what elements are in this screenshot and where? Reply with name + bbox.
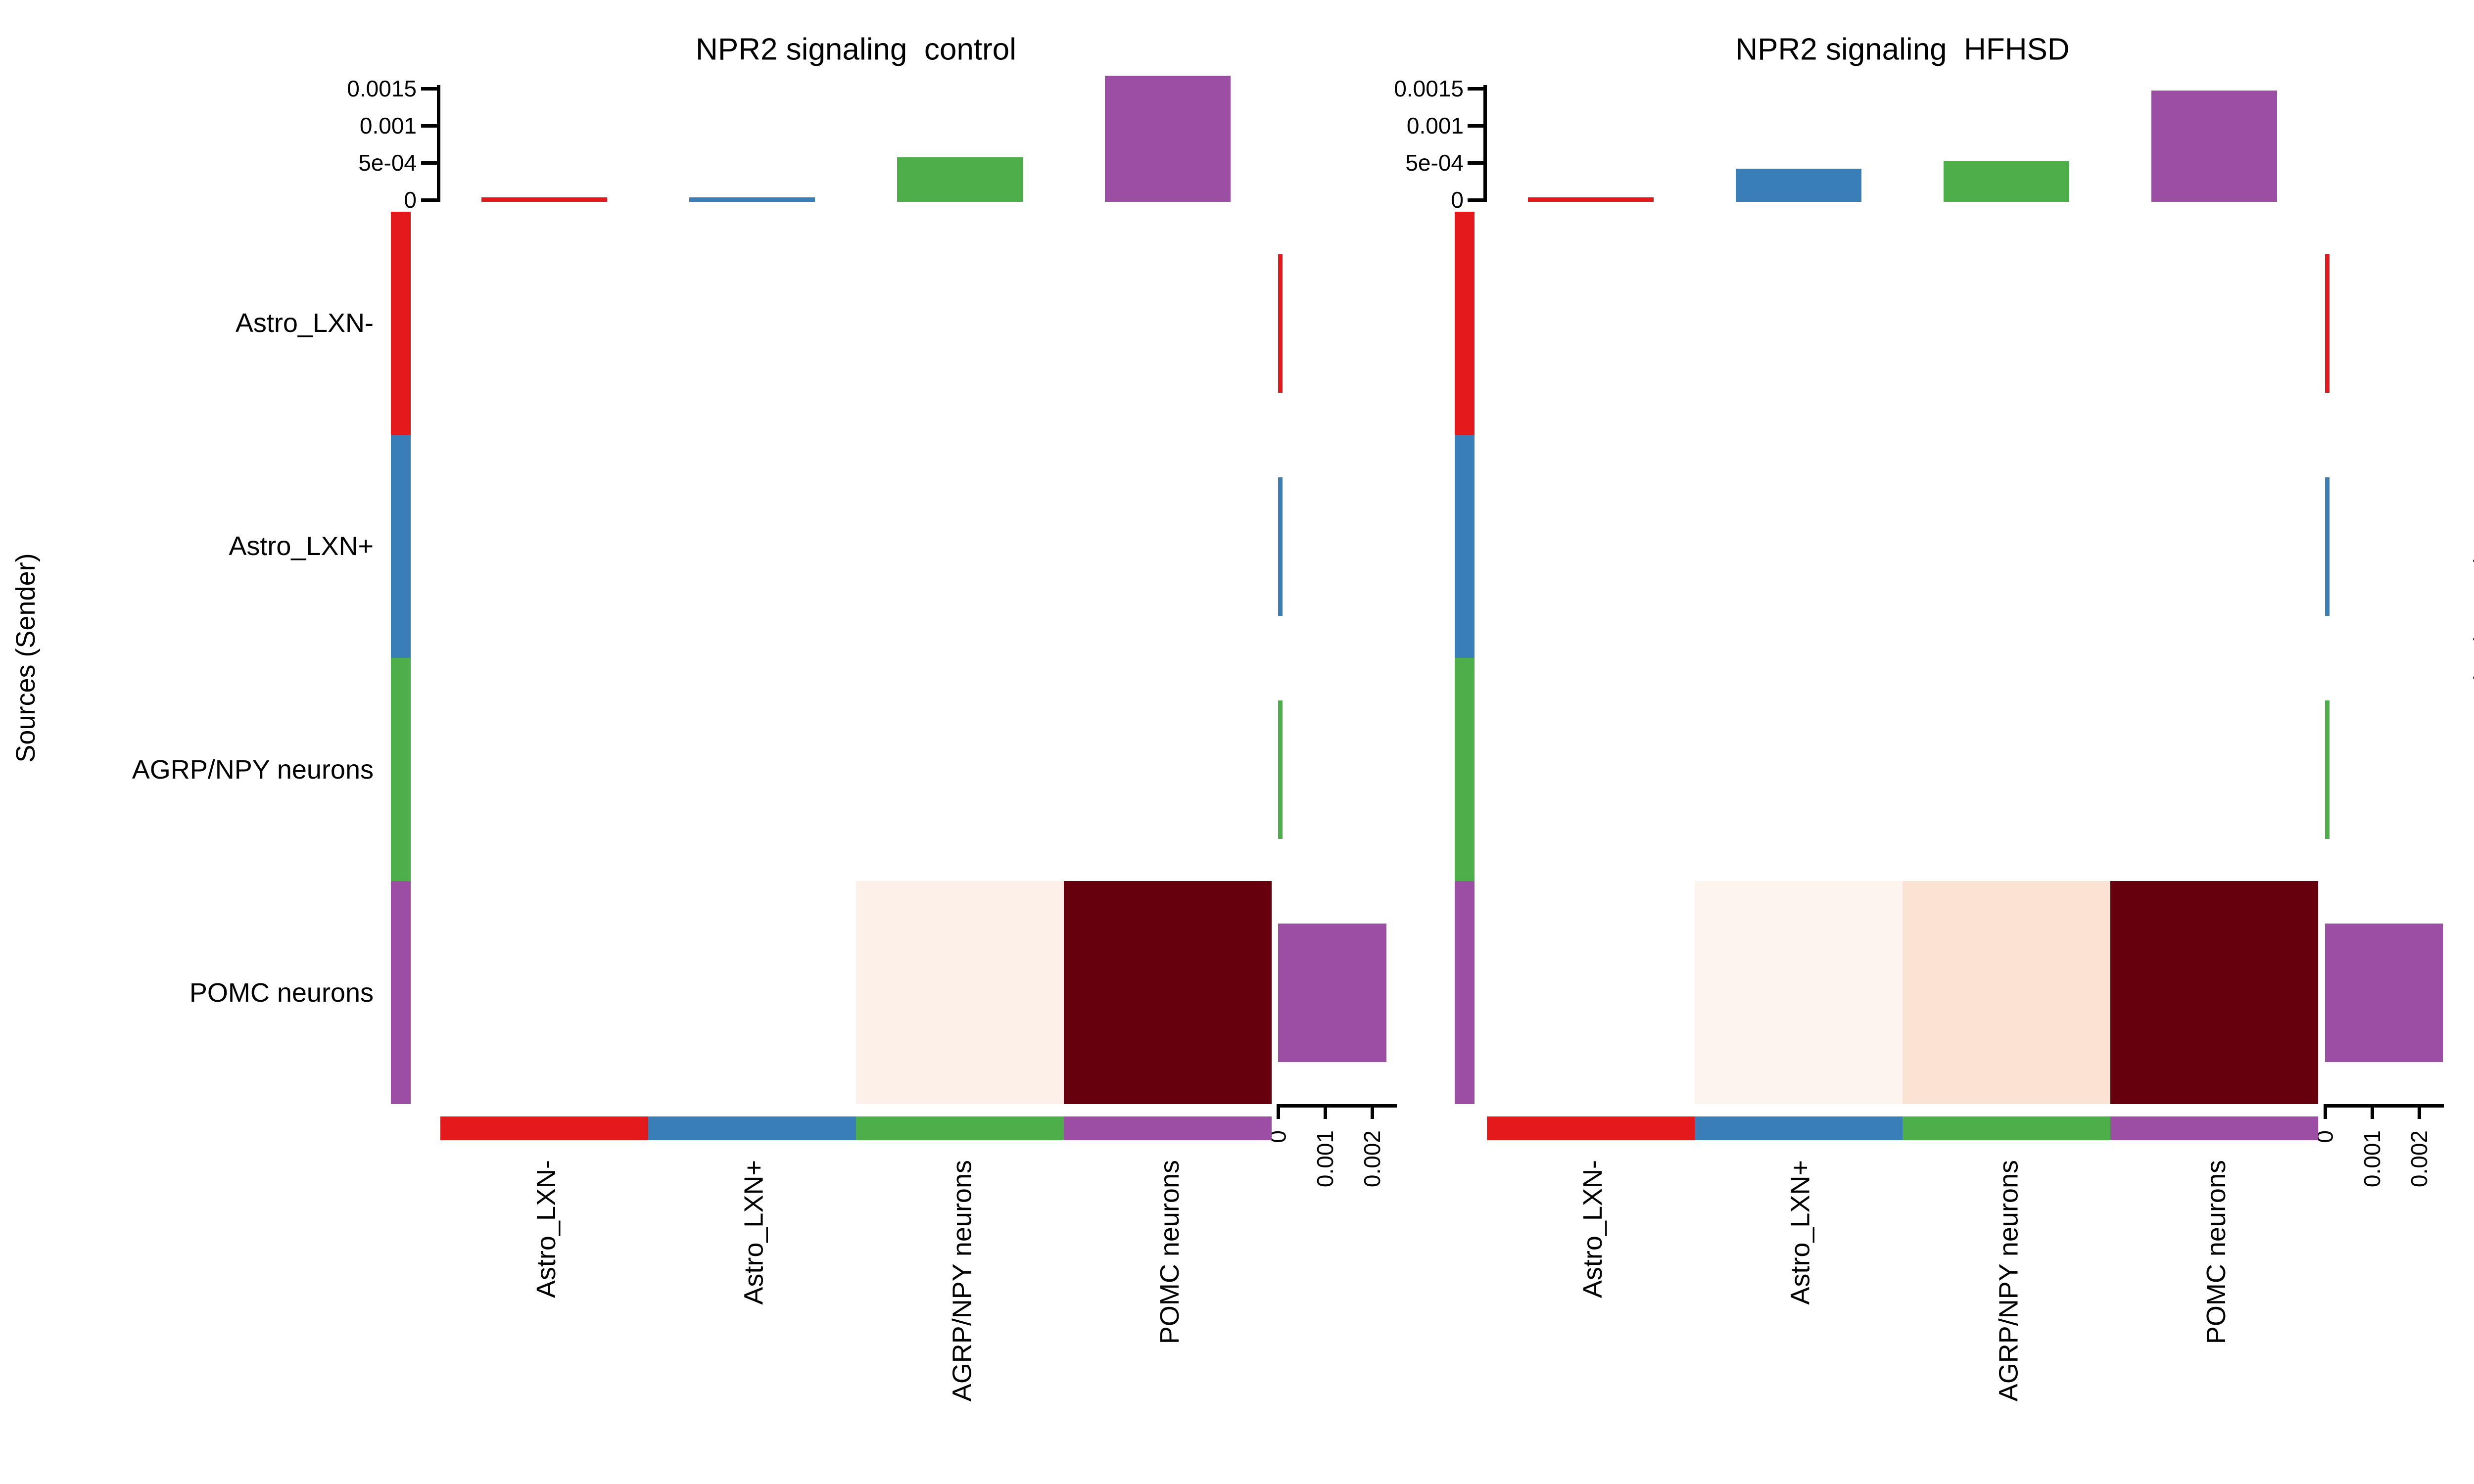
row-color-strip-segment-1 bbox=[1455, 435, 1475, 658]
right-bar-axis-tick bbox=[1371, 1104, 1374, 1119]
y-axis-title: Sources (Sender) bbox=[11, 553, 41, 763]
legend-title: Communication Prob. bbox=[2469, 543, 2474, 781]
control-col-label-astro-lxn-neg: Astro_LXN- bbox=[531, 1160, 561, 1298]
right-bar-axis-tick bbox=[1277, 1104, 1280, 1119]
heatmap-cell-r3-c3 bbox=[2110, 881, 2318, 1105]
heatmap-cell-r3-c1 bbox=[1695, 881, 1903, 1105]
top-bar-axis-tick bbox=[1468, 198, 1483, 202]
control-right-axis-label-002: 0.002 bbox=[1359, 1130, 1385, 1188]
right-bar-axis-tick bbox=[2418, 1104, 2421, 1119]
row-color-strip-segment-2 bbox=[1455, 658, 1475, 881]
top-bar-zero-0 bbox=[1528, 197, 1654, 202]
row-color-strip-segment-3 bbox=[391, 881, 411, 1105]
hfhsd-col-label-astro-lxn-neg: Astro_LXN- bbox=[1578, 1160, 1608, 1298]
right-bar-axis-line bbox=[1278, 1104, 1397, 1108]
top-bar-2 bbox=[897, 157, 1023, 202]
top-bar-3 bbox=[1105, 76, 1231, 202]
control-col-label-astro-lxn-pos: Astro_LXN+ bbox=[739, 1160, 769, 1305]
row-label-pomc: POMC neurons bbox=[189, 978, 374, 1008]
top-bar-axis-tick bbox=[421, 87, 437, 91]
hfhsd-right-axis-label-002: 0.002 bbox=[2406, 1130, 2432, 1188]
row-color-strip-segment-3 bbox=[1455, 881, 1475, 1105]
control-right-axis-label-001: 0.001 bbox=[1312, 1130, 1338, 1188]
heatmap-cell-r3-c2 bbox=[1903, 881, 2110, 1105]
right-bar-zero-0 bbox=[1278, 254, 1283, 393]
row-label-astro-lxn-pos: Astro_LXN+ bbox=[229, 531, 374, 561]
top-bar-axis-tick bbox=[421, 124, 437, 128]
top-bar-axis-line bbox=[1483, 85, 1487, 202]
top-bar-axis-line bbox=[437, 85, 440, 202]
control-col-label-pomc: POMC neurons bbox=[1155, 1160, 1185, 1345]
top-bar-axis-tick bbox=[1468, 124, 1483, 128]
col-color-strip-segment-3 bbox=[1064, 1116, 1272, 1140]
hfhsd-top-axis-label-0: 0 bbox=[1451, 187, 1464, 213]
hfhsd-top-axis-label-0015: 0.0015 bbox=[1394, 76, 1464, 101]
col-color-strip-segment-1 bbox=[648, 1116, 856, 1140]
right-bar-3 bbox=[2325, 923, 2443, 1062]
row-label-agrp-npy: AGRP/NPY neurons bbox=[132, 755, 374, 785]
top-bar-axis-tick bbox=[421, 198, 437, 202]
col-color-strip-segment-3 bbox=[2110, 1116, 2318, 1140]
col-color-strip-segment-2 bbox=[856, 1116, 1064, 1140]
col-color-strip-segment-1 bbox=[1695, 1116, 1903, 1140]
right-bar-zero-1 bbox=[1278, 477, 1283, 616]
hfhsd-col-label-pomc: POMC neurons bbox=[2201, 1160, 2231, 1345]
top-bar-3 bbox=[2151, 91, 2277, 202]
hfhsd-top-axis-label-001: 0.001 bbox=[1406, 113, 1464, 139]
row-label-astro-lxn-neg: Astro_LXN- bbox=[235, 308, 374, 338]
right-bar-3 bbox=[1278, 923, 1386, 1062]
right-bar-zero-1 bbox=[2325, 477, 2330, 616]
control-col-label-agrp-npy: AGRP/NPY neurons bbox=[947, 1160, 977, 1402]
right-bar-zero-2 bbox=[2325, 700, 2330, 839]
row-color-strip-segment-2 bbox=[391, 658, 411, 881]
hfhsd-col-label-agrp-npy: AGRP/NPY neurons bbox=[1994, 1160, 2023, 1402]
control-top-axis-label-5e04: 5e-04 bbox=[358, 150, 417, 176]
heatmap-cell-r3-c2 bbox=[856, 881, 1064, 1105]
col-color-strip-segment-0 bbox=[440, 1116, 648, 1140]
row-color-strip-segment-1 bbox=[391, 435, 411, 658]
right-bar-zero-0 bbox=[2325, 254, 2330, 393]
heatmap-cell-r3-c3 bbox=[1064, 881, 1272, 1105]
col-color-strip-segment-0 bbox=[1487, 1116, 1695, 1140]
col-color-strip-segment-2 bbox=[1903, 1116, 2110, 1140]
panel-hfhsd-title: NPR2 signaling HFHSD bbox=[1735, 32, 2070, 67]
panel-control-title: NPR2 signaling control bbox=[696, 32, 1016, 67]
hfhsd-right-axis-label-001: 0.001 bbox=[2359, 1130, 2385, 1188]
row-color-strip-segment-0 bbox=[1455, 212, 1475, 435]
control-top-axis-label-0: 0 bbox=[404, 187, 417, 213]
top-bar-zero-1 bbox=[689, 197, 815, 202]
hfhsd-top-axis-label-5e04: 5e-04 bbox=[1405, 150, 1464, 176]
row-color-strip-segment-0 bbox=[391, 212, 411, 435]
right-bar-axis-tick bbox=[1324, 1104, 1327, 1119]
top-bar-axis-tick bbox=[1468, 87, 1483, 91]
right-bar-axis-tick bbox=[2371, 1104, 2374, 1119]
right-bar-zero-2 bbox=[1278, 700, 1283, 839]
control-top-axis-label-001: 0.001 bbox=[359, 113, 417, 139]
hfhsd-col-label-astro-lxn-pos: Astro_LXN+ bbox=[1786, 1160, 1815, 1305]
top-bar-axis-tick bbox=[1468, 161, 1483, 165]
top-bar-zero-0 bbox=[481, 197, 607, 202]
right-bar-axis-line bbox=[2325, 1104, 2444, 1108]
top-bar-1 bbox=[1736, 168, 1861, 202]
top-bar-2 bbox=[1944, 161, 2069, 202]
right-bar-axis-tick bbox=[2324, 1104, 2327, 1119]
control-top-axis-label-0015: 0.0015 bbox=[347, 76, 417, 101]
top-bar-axis-tick bbox=[421, 161, 437, 165]
